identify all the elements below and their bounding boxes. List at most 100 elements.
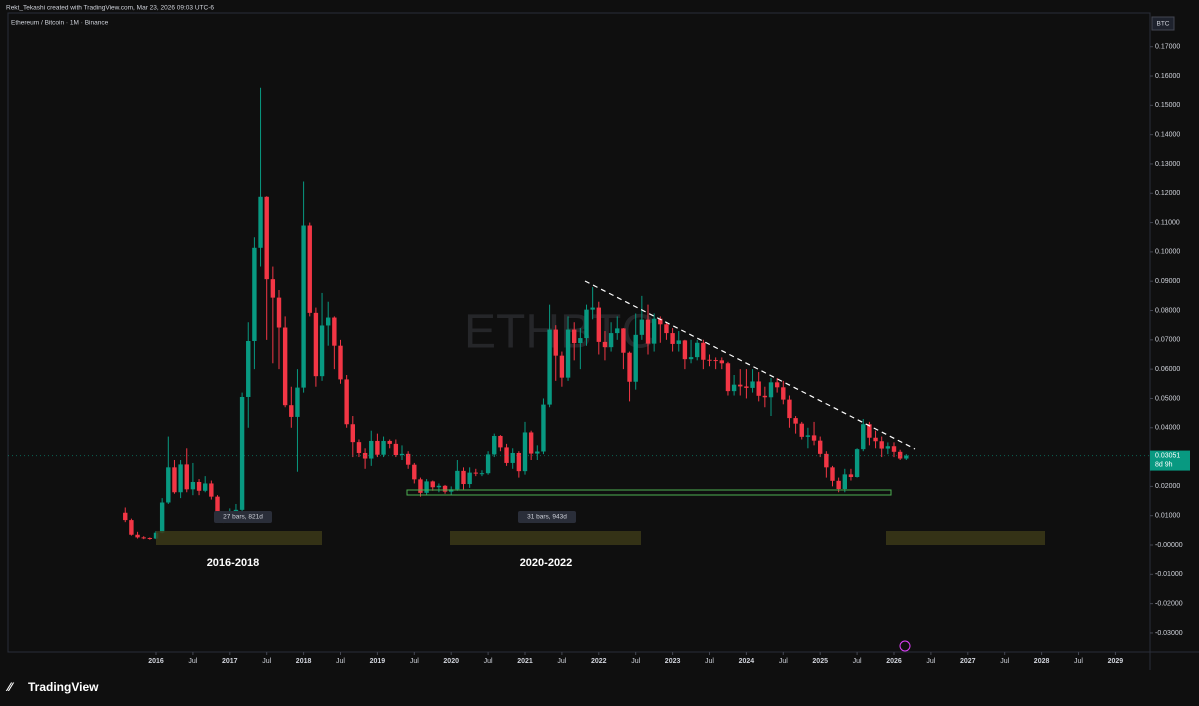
x-tick-label: 2029 xyxy=(1108,658,1124,665)
candle-body xyxy=(387,440,392,444)
candle-body xyxy=(301,225,306,388)
support-zone xyxy=(406,489,892,496)
candle-body xyxy=(553,329,558,356)
y-tick-label: -0.02000 xyxy=(1155,600,1183,607)
candle-body xyxy=(196,481,202,491)
candle-body xyxy=(842,474,847,490)
candle-body xyxy=(344,379,349,425)
candle-body xyxy=(264,196,269,280)
period-label: 2016-2018 xyxy=(207,557,260,569)
candle-body xyxy=(602,341,608,348)
candle-body xyxy=(879,441,884,449)
period-box xyxy=(156,531,322,545)
candle-body xyxy=(873,437,878,442)
x-tick-label: 2021 xyxy=(517,658,533,665)
candle-body xyxy=(215,496,220,518)
candle-body xyxy=(824,453,829,468)
x-tick-label: Jul xyxy=(631,658,640,665)
x-tick-label: Jul xyxy=(484,658,493,665)
candle-body xyxy=(578,338,583,344)
candle-body xyxy=(596,307,601,342)
x-tick-label: Jul xyxy=(926,658,935,665)
y-tick-label: -0.00000 xyxy=(1155,542,1183,549)
candle-body xyxy=(516,452,522,472)
range-label-box xyxy=(214,511,272,523)
event-icon[interactable] xyxy=(899,640,911,652)
candle-body xyxy=(719,360,724,364)
candle-body xyxy=(854,449,860,478)
candle-body xyxy=(239,396,245,510)
candle-body xyxy=(295,387,300,417)
candle-body xyxy=(369,440,374,459)
candle-body xyxy=(848,474,854,478)
x-tick-label: Jul xyxy=(557,658,566,665)
period-label: 2020-2022 xyxy=(520,557,573,569)
candle-body xyxy=(830,467,835,481)
candle-body xyxy=(307,225,312,313)
candle-body xyxy=(455,470,460,490)
logo-mark: ⁄⁄ xyxy=(5,680,15,694)
x-tick-label: Jul xyxy=(853,658,862,665)
candle-body xyxy=(762,395,768,398)
x-tick-label: 2018 xyxy=(296,658,312,665)
y-tick-label: -0.03000 xyxy=(1155,630,1183,637)
candle-body xyxy=(252,247,257,342)
candle-body xyxy=(528,432,534,454)
candle-body xyxy=(246,341,251,397)
watermark: ETHBTC xyxy=(464,306,656,359)
candle-body xyxy=(731,384,737,392)
candle-body xyxy=(485,454,491,474)
candle-body xyxy=(701,342,706,360)
candle-body xyxy=(793,418,798,424)
candle-body xyxy=(393,443,399,456)
candle-body xyxy=(707,359,712,361)
candle-body xyxy=(522,432,528,472)
candle-body xyxy=(904,455,909,459)
candle-body xyxy=(590,307,595,310)
candle-body xyxy=(184,464,189,490)
candle-body xyxy=(658,318,663,325)
range-label: 27 bars, 821d xyxy=(223,514,263,521)
candle-body xyxy=(270,279,276,298)
candle-body xyxy=(399,453,405,456)
y-tick-label: 0.13000 xyxy=(1155,161,1180,168)
y-tick-label: 0.02000 xyxy=(1155,483,1180,490)
x-tick-label: 2023 xyxy=(665,658,681,665)
candle-body xyxy=(676,340,681,344)
x-tick-label: 2024 xyxy=(739,658,755,665)
y-tick-label: 0.16000 xyxy=(1155,73,1180,80)
candle-body xyxy=(135,534,140,538)
candle-body xyxy=(713,360,718,362)
x-tick-label: 2019 xyxy=(370,658,386,665)
period-box xyxy=(886,531,1045,545)
brand: TradingView xyxy=(28,680,99,694)
candle-body xyxy=(627,352,632,382)
candle-body xyxy=(289,405,294,417)
candle-body xyxy=(203,483,208,491)
candle-body xyxy=(725,363,731,392)
candle-body xyxy=(504,447,509,463)
last-price-box xyxy=(1150,450,1190,471)
last-price-label: 0.03051 xyxy=(1155,452,1180,459)
candle-body xyxy=(621,328,626,353)
candle-body xyxy=(172,467,177,493)
y-tick-label: 0.17000 xyxy=(1155,44,1180,51)
x-tick-label: Jul xyxy=(1000,658,1009,665)
y-tick-label: 0.14000 xyxy=(1155,131,1180,138)
candle-body xyxy=(356,442,362,453)
candle-body xyxy=(891,446,897,452)
y-tick-label: 0.11000 xyxy=(1155,219,1180,226)
x-tick-label: Jul xyxy=(410,658,419,665)
candle-body xyxy=(258,196,263,248)
candle-body xyxy=(565,329,571,378)
x-tick-label: 2016 xyxy=(148,658,164,665)
x-tick-label: 2026 xyxy=(886,658,902,665)
x-tick-label: 2020 xyxy=(443,658,459,665)
candle-body xyxy=(682,340,688,360)
candle-body xyxy=(350,424,355,443)
x-tick-label: 2022 xyxy=(591,658,607,665)
candle-body xyxy=(418,479,423,493)
trendline xyxy=(584,280,916,450)
candle-body xyxy=(332,317,337,346)
